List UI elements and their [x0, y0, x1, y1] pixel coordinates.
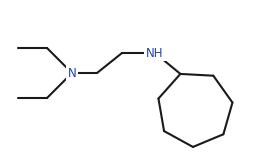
Text: N: N — [68, 66, 76, 80]
Text: NH: NH — [146, 47, 164, 60]
